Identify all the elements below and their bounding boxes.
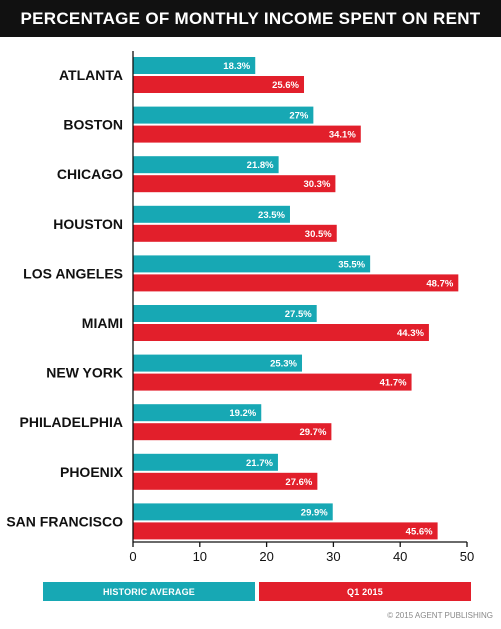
value-label-chicago-historic: 21.8% — [247, 160, 274, 171]
category-label-new-york: NEW YORK — [46, 365, 123, 381]
value-label-san-francisco-q1: 45.6% — [406, 526, 433, 537]
value-label-philadelphia-historic: 19.2% — [229, 408, 256, 419]
x-tick-label-20: 20 — [259, 549, 273, 564]
bar-san-francisco-historic — [133, 503, 333, 521]
value-label-miami-historic: 27.5% — [285, 309, 312, 320]
value-label-los-angeles-q1: 48.7% — [426, 278, 453, 289]
bar-phoenix-historic — [133, 453, 278, 471]
value-label-chicago-q1: 30.3% — [303, 179, 330, 190]
value-label-phoenix-q1: 27.6% — [285, 477, 312, 488]
bar-houston-historic — [133, 205, 290, 223]
x-tick-label-40: 40 — [393, 549, 407, 564]
value-label-philadelphia-q1: 29.7% — [299, 427, 326, 438]
bar-los-angeles-q1 — [133, 274, 459, 292]
category-label-san-francisco: SAN FRANCISCO — [6, 513, 123, 529]
value-label-atlanta-historic: 18.3% — [223, 61, 250, 72]
value-label-houston-q1: 30.5% — [305, 229, 332, 240]
category-label-los-angeles: LOS ANGELES — [23, 265, 123, 281]
bar-atlanta-q1 — [133, 76, 305, 93]
legend-historic-average: HISTORIC AVERAGE — [43, 582, 255, 601]
bar-chicago-historic — [133, 156, 279, 174]
value-label-phoenix-historic: 21.7% — [246, 458, 273, 469]
x-tick-label-0: 0 — [129, 549, 136, 564]
bar-new-york-historic — [133, 354, 303, 372]
category-label-miami: MIAMI — [82, 315, 123, 331]
x-tick-label-30: 30 — [326, 549, 340, 564]
value-label-boston-q1: 34.1% — [329, 130, 356, 141]
bar-miami-historic — [133, 305, 317, 322]
value-label-new-york-q1: 41.7% — [380, 378, 407, 389]
bar-los-angeles-historic — [133, 255, 371, 273]
bar-boston-historic — [133, 106, 314, 124]
value-label-miami-q1: 44.3% — [397, 328, 424, 339]
bar-new-york-q1 — [133, 373, 412, 391]
value-label-houston-historic: 23.5% — [258, 210, 285, 221]
x-tick-label-10: 10 — [193, 549, 207, 564]
value-label-san-francisco-historic: 29.9% — [301, 507, 328, 518]
category-label-atlanta: ATLANTA — [59, 67, 123, 83]
bar-chart: 18.3% 25.6% ATLANTA 27% 34.1% BOSTON 21.8% 30.3… — [6, 51, 474, 564]
category-label-phoenix: PHOENIX — [60, 464, 124, 480]
bar-phoenix-q1 — [133, 472, 318, 490]
chart-title: PERCENTAGE OF MONTHLY INCOME SPENT ON RE… — [0, 0, 501, 37]
category-label-boston: BOSTON — [63, 117, 123, 133]
category-label-houston: HOUSTON — [53, 216, 123, 232]
value-label-new-york-historic: 25.3% — [270, 359, 297, 370]
bar-san-francisco-q1 — [133, 522, 438, 540]
copyright-footer: © 2015 AGENT PUBLISHING — [387, 611, 493, 620]
bar-houston-q1 — [133, 224, 337, 242]
bar-philadelphia-historic — [133, 404, 262, 422]
value-label-atlanta-q1: 25.6% — [272, 80, 299, 91]
category-label-philadelphia: PHILADELPHIA — [20, 414, 123, 430]
value-label-los-angeles-historic: 35.5% — [338, 259, 365, 270]
bar-philadelphia-q1 — [133, 423, 332, 441]
value-label-boston-historic: 27% — [289, 111, 309, 122]
bar-boston-q1 — [133, 125, 361, 143]
category-label-chicago: CHICAGO — [57, 166, 123, 182]
x-tick-label-50: 50 — [460, 549, 474, 564]
bar-miami-q1 — [133, 324, 429, 341]
bar-chicago-q1 — [133, 175, 336, 193]
legend-q1-2015: Q1 2015 — [259, 582, 471, 601]
bar-atlanta-historic — [133, 57, 256, 74]
